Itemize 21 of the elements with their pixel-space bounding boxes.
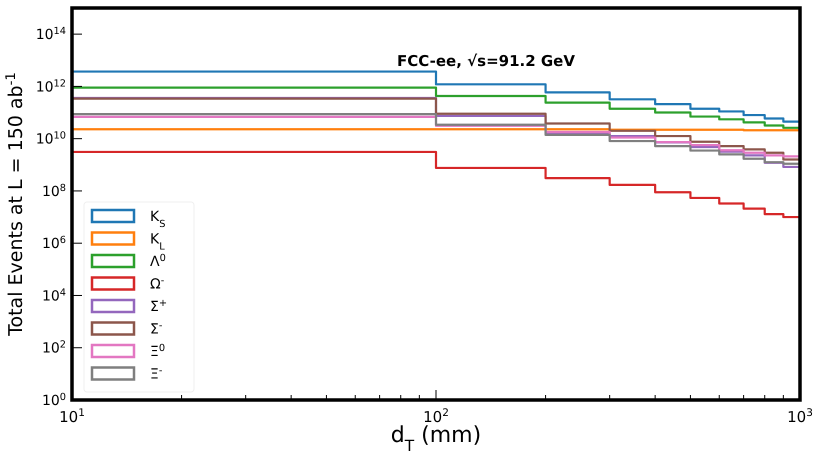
legend-label: Ξ$^{0}$ [150, 342, 166, 360]
x-tick-label: 10$^{1}$ [59, 407, 85, 426]
y-tick-label: 10$^{12}$ [36, 78, 66, 96]
x-axis-title: d$_{T}$ (mm) [390, 423, 482, 455]
y-tick-label: 10$^{4}$ [42, 286, 66, 304]
y-tick-label: 10$^{0}$ [42, 391, 66, 409]
legend-label: K$_{L}$ [150, 231, 166, 252]
text: FCC-ee, √s=91.2 GeV [397, 52, 576, 70]
y-tick-label: 10$^{2}$ [42, 339, 66, 357]
legend-label: Ω$^{-}$ [150, 274, 165, 292]
legend-label: K$_{S}$ [150, 208, 166, 230]
y-tick-label: 10$^{10}$ [36, 130, 66, 148]
legend-label: Ξ$^{-}$ [150, 364, 163, 382]
legend-label: Λ$^{0}$ [150, 252, 166, 270]
y-tick-label: 10$^{14}$ [36, 26, 66, 44]
x-tick-label: 10$^{3}$ [787, 407, 813, 426]
y-tick-label: 10$^{6}$ [42, 234, 66, 252]
legend-label: Σ$^{+}$ [150, 297, 168, 315]
legend-label: Σ$^{-}$ [150, 320, 163, 338]
x-tick-label: 10$^{2}$ [423, 407, 449, 426]
y-tick-label: 10$^{8}$ [42, 182, 66, 200]
